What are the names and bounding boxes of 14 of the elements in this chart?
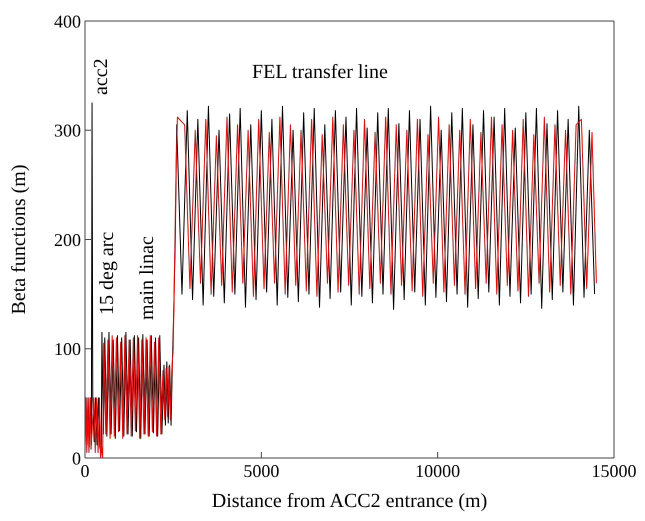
y-tick-label: 100 — [54, 339, 81, 360]
annotation: main linac — [136, 236, 158, 320]
annotation: 15 deg arc — [96, 232, 118, 315]
y-axis-title: Beta functions (m) — [8, 164, 30, 314]
x-tick-label: 15000 — [592, 460, 636, 481]
annotation: FEL transfer line — [252, 61, 388, 83]
x-tick-label: 5000 — [243, 460, 280, 481]
x-tick-label: 10000 — [415, 460, 460, 481]
x-axis-title: Distance from ACC2 entrance (m) — [212, 490, 488, 512]
y-tick-label: 400 — [54, 11, 81, 32]
annotation: acc2 — [90, 58, 112, 95]
y-tick-label: 300 — [54, 120, 81, 141]
y-tick-label: 200 — [54, 230, 81, 250]
y-tick-label: 0 — [72, 448, 81, 468]
